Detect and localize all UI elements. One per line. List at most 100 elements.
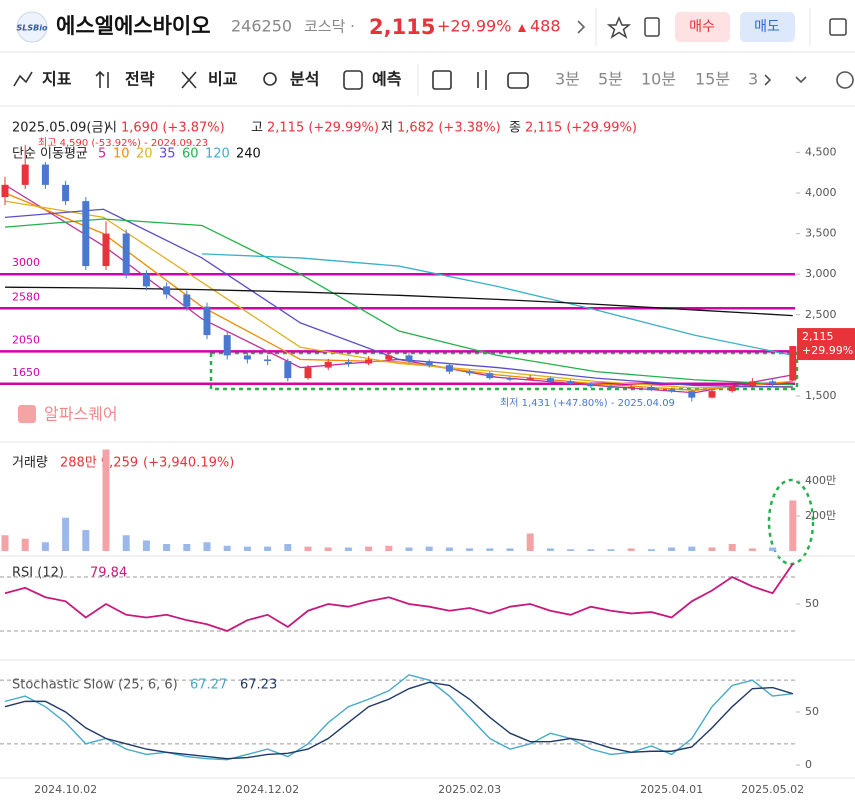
volume-bar (748, 548, 756, 551)
candle-body (445, 365, 453, 372)
toolbar-item[interactable]: 분석 (290, 70, 319, 89)
ohlc-label: 종 (509, 121, 521, 136)
y-tick-label: 0 (805, 758, 812, 771)
line-series (4, 208, 793, 388)
volume-bar (769, 547, 777, 551)
candle-body (284, 361, 292, 379)
volume-bar (1, 535, 9, 551)
settings-icon[interactable] (836, 71, 854, 89)
stock-name: 에스엘에스바이오 (56, 14, 211, 38)
scroll-icon[interactable] (764, 74, 772, 86)
sell-button[interactable] (740, 12, 795, 42)
volume-bar (708, 547, 716, 551)
stoch-value: 67.23 (240, 678, 277, 693)
legend-entry: 60 (182, 147, 199, 162)
volume-title: 거래량 (12, 456, 48, 471)
ohlc-value: 2,115 (+29.99%) (267, 121, 379, 136)
legend-entry: 5 (98, 147, 106, 162)
predict-icon[interactable] (343, 70, 363, 90)
y-tick-label: 50 (805, 705, 819, 718)
volume-bar (243, 546, 251, 551)
level-label: 3000 (12, 256, 40, 269)
candle-body (264, 359, 272, 362)
candle-body (62, 184, 70, 202)
next-icon[interactable] (577, 20, 586, 34)
candle-body (142, 274, 150, 287)
volume-bar (526, 533, 534, 551)
volume-bar (102, 449, 110, 551)
volume-bar (304, 546, 312, 551)
volume-bar (183, 543, 191, 551)
volume-bar (668, 547, 676, 551)
volume-bar (203, 542, 211, 551)
interval[interactable]: 3 (748, 70, 758, 89)
candle-body (304, 367, 312, 379)
indicator-icon[interactable] (13, 71, 33, 87)
y-tick-label: 400만 (805, 474, 836, 487)
change-pct: +29.99% (437, 17, 511, 36)
candle-body (728, 386, 736, 392)
candle-body (163, 286, 171, 295)
ma-title: 단순 이동평균 (12, 147, 88, 162)
candle-body (41, 164, 49, 185)
memo-icon[interactable] (644, 17, 660, 37)
candle-body (122, 233, 130, 275)
candle-body (607, 386, 615, 388)
market: 코스닥 · (304, 18, 355, 36)
volume-bar (546, 548, 554, 551)
price-tag-change: +29.99% (802, 344, 853, 357)
strategy-icon[interactable] (95, 70, 109, 88)
volume-bar (587, 549, 595, 551)
candle-body (405, 355, 413, 362)
highlight-ellipse (767, 478, 815, 566)
camera-icon[interactable] (507, 72, 529, 89)
volume-bar (567, 549, 575, 551)
toolbar-item[interactable]: 지표 (42, 70, 72, 89)
stoch-title: Stochastic Slow (25, 6, 6) (12, 678, 178, 693)
volume-bar (688, 546, 696, 551)
volume-bar (385, 545, 393, 551)
candle-body (587, 383, 595, 387)
price-tag (797, 328, 855, 361)
buy-button[interactable] (675, 12, 730, 42)
draw-icon[interactable] (432, 70, 452, 90)
interval[interactable]: 3분 (555, 70, 580, 89)
candle-body (385, 355, 393, 360)
toolbar-item[interactable]: 예측 (372, 70, 402, 89)
dropdown-icon[interactable] (795, 76, 807, 84)
y-tick-label: 3,000 (805, 267, 837, 280)
line-series (4, 218, 793, 386)
interval[interactable]: 15분 (695, 70, 730, 89)
volume-bar (41, 542, 49, 551)
candle-body (668, 389, 676, 392)
candle-body (647, 387, 655, 390)
volume-bar (284, 543, 292, 551)
analysis-icon[interactable] (263, 72, 277, 86)
compare-icon[interactable] (181, 71, 197, 89)
candle-body (223, 335, 231, 356)
highlight-box (209, 351, 799, 391)
volume-bar (728, 543, 736, 551)
candle-body (748, 381, 756, 387)
legend-entry: 10 (113, 147, 130, 162)
panel-icon[interactable] (829, 18, 847, 36)
ohlc-label: 저 (381, 121, 393, 136)
y-tick-label: 50 (805, 597, 819, 610)
date: 2025.05.09(금) (12, 121, 109, 136)
interval[interactable]: 5분 (598, 70, 623, 89)
toolbar-item[interactable]: 전략 (125, 70, 155, 89)
candle-body (1, 184, 9, 198)
candle-icon[interactable] (477, 70, 487, 90)
watermark: 알파스퀘어 (44, 405, 118, 424)
line-series (4, 192, 793, 391)
toolbar-item[interactable]: 비교 (208, 70, 238, 89)
star-icon[interactable] (606, 16, 632, 39)
volume-bar (647, 549, 655, 551)
level-label: 2580 (12, 290, 40, 303)
ohlc-value: 1,682 (+3.38%) (397, 121, 501, 136)
ohlc-value: 2,115 (+29.99%) (525, 121, 637, 136)
candle-body (688, 391, 696, 398)
volume-bar (344, 547, 352, 551)
interval[interactable]: 10분 (641, 70, 676, 89)
